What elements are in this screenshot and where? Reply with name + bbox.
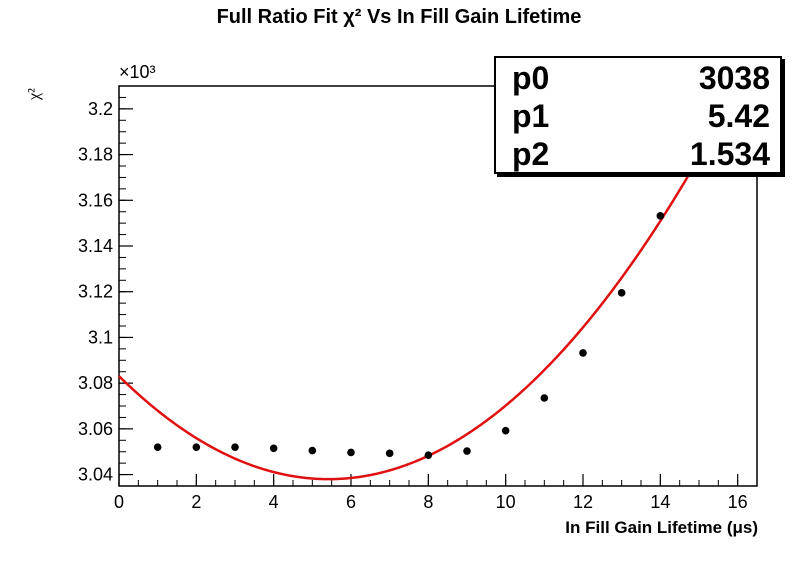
y-tick-label: 3.08	[78, 373, 113, 393]
data-point	[424, 451, 433, 459]
x-tick-label: 0	[114, 492, 124, 512]
y-tick-label: 3.18	[78, 145, 113, 165]
data-point	[617, 289, 626, 297]
stats-name: p0	[512, 60, 550, 96]
x-tick-label: 14	[650, 492, 670, 512]
data-point	[501, 426, 510, 435]
stats-box: p0 3038 p1 5.42 p2 1.534	[494, 56, 782, 174]
x-tick-label: 12	[573, 492, 593, 512]
data-point	[463, 447, 471, 455]
y-tick-label: 3.1	[88, 327, 113, 347]
data-point	[153, 443, 162, 451]
stats-row-p2: p2 1.534	[496, 136, 780, 174]
y-tick-label: 3.16	[78, 190, 113, 210]
data-point	[269, 444, 278, 453]
x-tick-label: 4	[269, 492, 279, 512]
y-tick-label: 3.04	[78, 465, 113, 485]
data-points	[153, 212, 665, 459]
x-tick-label: 8	[423, 492, 433, 512]
stats-value: 5.42	[707, 98, 770, 134]
x-axis-label: In Fill Gain Lifetime (μs)	[565, 518, 758, 537]
x-tick-label: 6	[346, 492, 356, 512]
stats-row-p1: p1 5.42	[496, 98, 780, 136]
data-point	[308, 446, 317, 455]
plot-frame	[118, 85, 758, 487]
y-tick-label: 3.06	[78, 419, 113, 439]
chart-title: Full Ratio Fit χ² Vs In Fill Gain Lifeti…	[216, 6, 582, 28]
y-tick-label: 3.14	[78, 236, 113, 256]
stats-name: p2	[512, 136, 550, 172]
axis-ticks: 0 2 4 6 8 10 12 14 16 3.04 3.06 3.08 3.1 3.12 3.14 3.16…	[78, 85, 758, 512]
x-tick-label: 2	[191, 492, 201, 512]
data-point	[192, 443, 201, 451]
data-point	[656, 212, 665, 220]
y-axis-multiplier: ×10³	[119, 62, 156, 82]
x-tick-label: 16	[728, 492, 748, 512]
data-point	[347, 448, 355, 457]
stats-value: 1.534	[689, 136, 770, 172]
y-axis-label: χ²	[26, 88, 43, 100]
x-tick-label: 10	[496, 492, 516, 512]
y-tick-label: 3.2	[88, 99, 113, 119]
data-point	[579, 349, 587, 357]
y-tick-label: 3.12	[78, 282, 113, 302]
stats-row-p0: p0 3038	[496, 60, 780, 98]
stats-value: 3038	[698, 60, 770, 96]
data-point	[385, 449, 394, 458]
data-point	[231, 443, 239, 451]
stats-name: p1	[512, 98, 550, 134]
data-point	[540, 394, 549, 402]
